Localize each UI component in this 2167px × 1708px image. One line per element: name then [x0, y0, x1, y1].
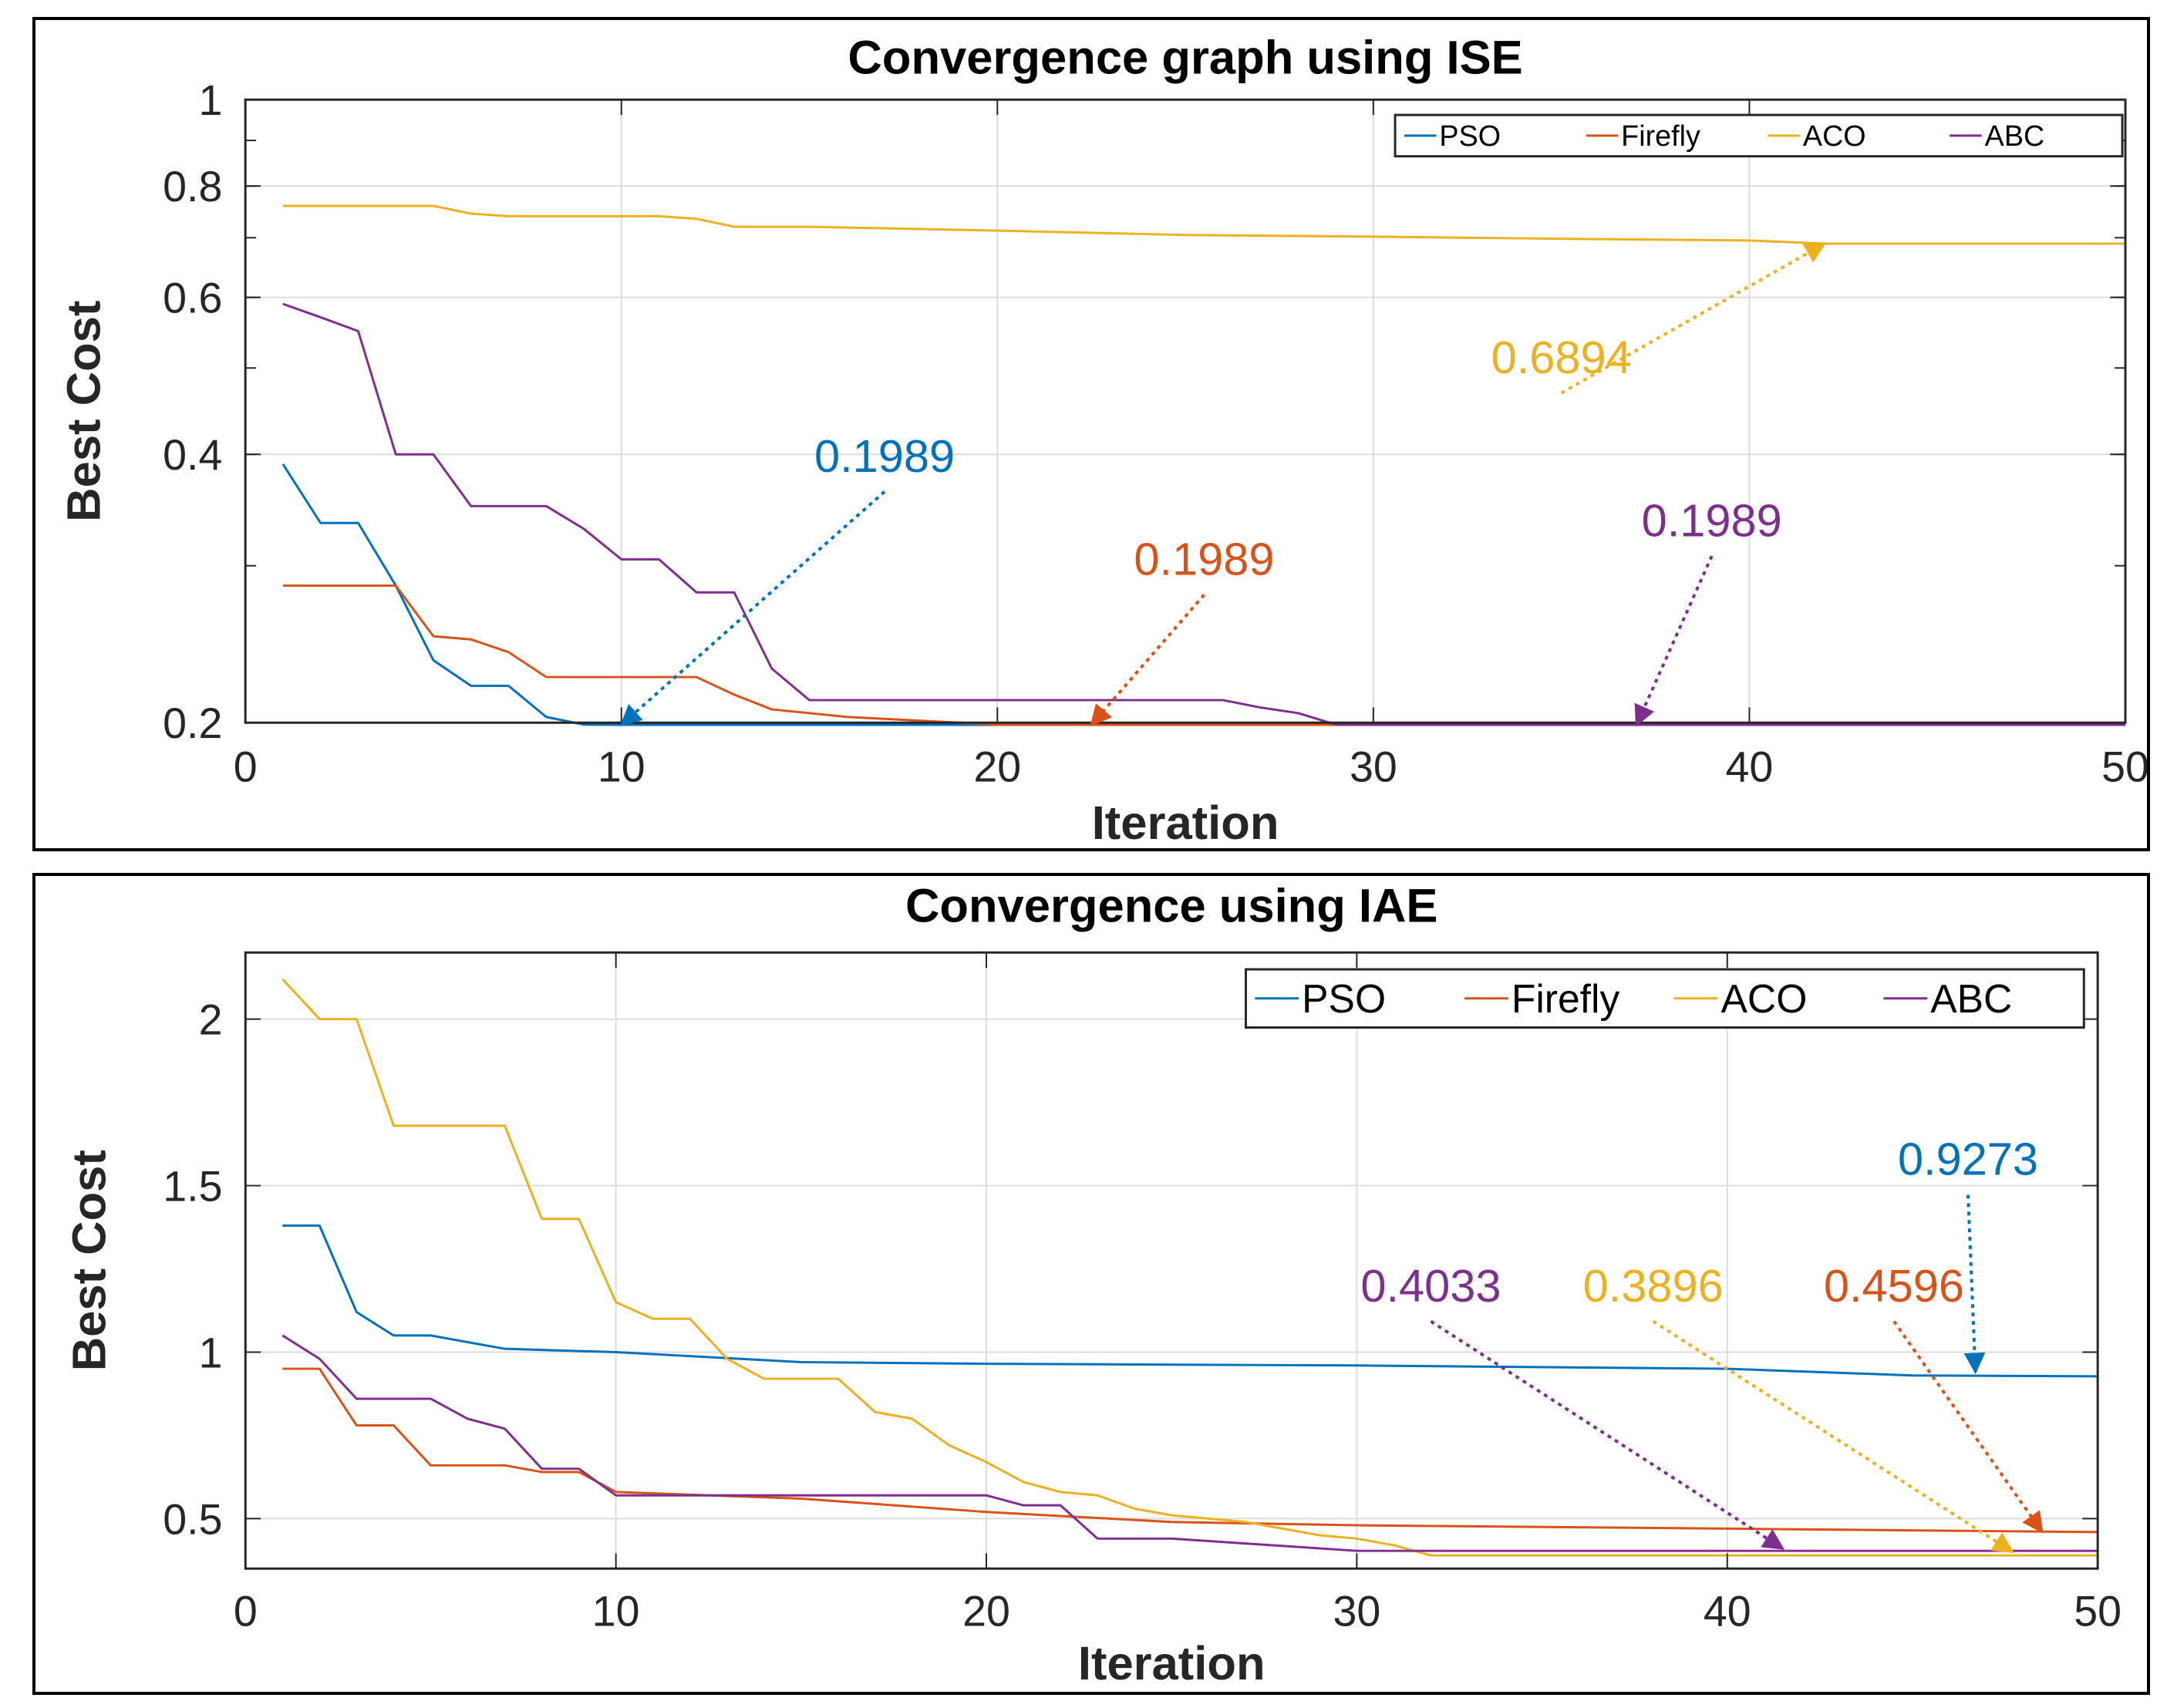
annotation-label: 0.1989 — [1642, 494, 1782, 546]
x-tick-label: 20 — [973, 743, 1021, 791]
legend-label: Firefly — [1512, 976, 1620, 1021]
legend-box — [1394, 113, 2124, 158]
legend-label: ACO — [1803, 120, 1866, 152]
x-axis-label: Iteration — [1092, 797, 1279, 848]
series-line-abc — [281, 1334, 2098, 1552]
y-axis-label: Best Cost — [63, 1150, 116, 1371]
x-tick-label: 40 — [1726, 743, 1774, 791]
legend-label: PSO — [1302, 976, 1386, 1021]
annotation-label: 0.9273 — [1898, 1134, 2038, 1185]
ise-convergence-panel: 0 10 20 30 40 50 0.2 0.4 0.6 0.8 1 Convergence grap… — [32, 17, 2150, 851]
annotation-label: 0.3896 — [1583, 1260, 1724, 1312]
y-tick-label: 0.4 — [163, 431, 222, 479]
annotation-arrow — [1892, 1320, 2044, 1534]
x-axis-label: Iteration — [1078, 1637, 1265, 1690]
x-tick-label: 40 — [1704, 1588, 1751, 1636]
legend-label: ABC — [1985, 120, 2045, 152]
legend-label: ABC — [1930, 976, 2012, 1021]
chart-title: Convergence graph using ISE — [848, 31, 1522, 84]
ise-convergence-chart: 0 10 20 30 40 50 0.2 0.4 0.6 0.8 1 Convergence grap… — [58, 31, 2147, 848]
series-line-firefly — [282, 1367, 2098, 1534]
x-tick-label: 30 — [1350, 743, 1397, 791]
y-tick-label: 2 — [199, 995, 223, 1043]
annotation-label: 0.6894 — [1491, 332, 1632, 383]
iae-convergence-panel: 0 10 20 30 40 50 0.5 1 1.5 2 Convergence using IAE… — [32, 873, 2150, 1695]
axes-box — [244, 98, 2127, 724]
y-tick-label: 1 — [199, 1329, 223, 1376]
annotation-arrow — [1090, 594, 1205, 727]
annotation-arrow — [1652, 1319, 2014, 1554]
annotation-label: 0.4033 — [1360, 1260, 1501, 1312]
annotation-arrow — [1430, 1319, 1785, 1550]
y-tick-label: 0.2 — [163, 699, 222, 747]
axes-box — [244, 951, 2099, 1570]
legend-label: ACO — [1721, 976, 1808, 1021]
chart-title: Convergence using IAE — [905, 880, 1438, 933]
series-line-abc — [282, 302, 2126, 726]
annotation-label: 0.1989 — [814, 430, 955, 482]
legend-label: PSO — [1439, 120, 1501, 152]
annotation-arrow — [1634, 555, 1714, 727]
y-tick-label: 0.5 — [163, 1495, 222, 1543]
series-line-aco — [281, 978, 2098, 1557]
annotation-label: 0.4596 — [1824, 1260, 1964, 1312]
y-tick-label: 1 — [198, 76, 222, 124]
y-tick-label: 0.8 — [163, 163, 222, 211]
x-tick-label: 0 — [234, 1588, 258, 1636]
x-tick-label: 20 — [962, 1588, 1010, 1636]
x-tick-label: 50 — [2101, 743, 2147, 791]
plot-area — [245, 99, 2126, 723]
annotation-label: 0.1989 — [1134, 534, 1274, 585]
x-tick-label: 0 — [234, 743, 258, 791]
x-tick-label: 50 — [2074, 1588, 2122, 1636]
legend-label: Firefly — [1621, 120, 1700, 152]
x-tick-label: 10 — [598, 743, 645, 791]
iae-convergence-chart: 0 10 20 30 40 50 0.5 1 1.5 2 Convergence using IAE… — [63, 880, 2122, 1691]
y-tick-label: 1.5 — [163, 1162, 222, 1210]
series-line-aco — [282, 204, 2126, 245]
legend-box — [1244, 968, 2085, 1029]
x-tick-label: 30 — [1333, 1588, 1380, 1636]
x-tick-label: 10 — [592, 1588, 640, 1636]
y-axis-label: Best Cost — [58, 301, 111, 522]
y-tick-label: 0.6 — [163, 275, 222, 322]
series-line-pso — [282, 1224, 2098, 1378]
plot-area — [245, 952, 2098, 1569]
